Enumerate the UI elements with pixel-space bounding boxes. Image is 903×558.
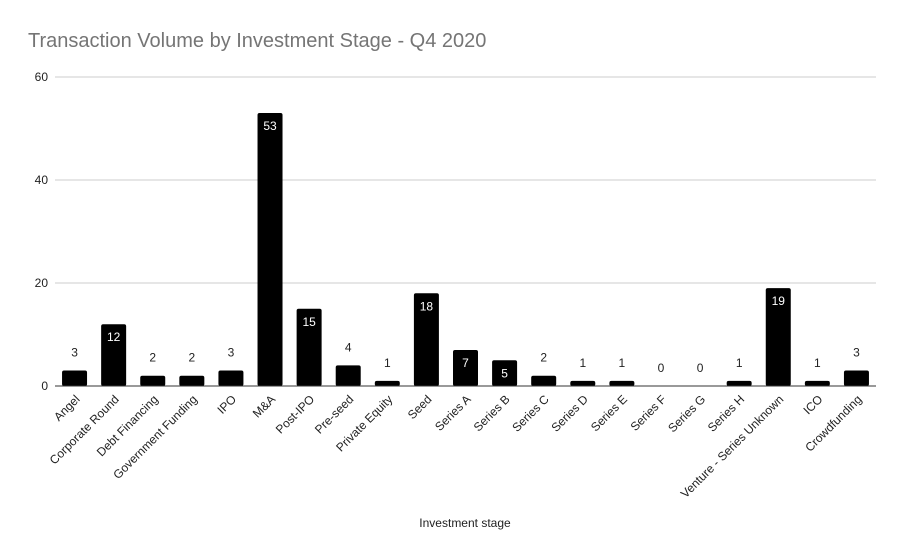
bar: [804, 380, 830, 386]
bar: [726, 380, 752, 386]
x-tick-label: Seed: [405, 392, 435, 422]
data-label: 4: [345, 340, 352, 354]
x-tick-label: Series E: [588, 392, 630, 434]
x-tick-label: Corporate Round: [47, 392, 122, 467]
data-label: 1: [736, 356, 743, 370]
bar: [140, 375, 166, 386]
bar: [335, 365, 361, 386]
data-label: 15: [302, 315, 316, 329]
bars: [62, 113, 869, 387]
data-label: 0: [658, 361, 665, 375]
y-tick-label: 60: [35, 70, 49, 84]
bar: [531, 375, 557, 386]
y-axis-ticks: 0 20 40 60: [35, 70, 49, 393]
data-label: 19: [772, 294, 786, 308]
x-tick-label: Series C: [509, 392, 552, 435]
x-axis-title: Investment stage: [419, 516, 511, 530]
x-tick-label: Series A: [432, 392, 474, 434]
bar: [843, 370, 869, 386]
bar: [218, 370, 244, 386]
x-tick-label: Angel: [51, 392, 83, 424]
bar: [570, 380, 596, 386]
bar: [609, 380, 635, 386]
bar: [296, 308, 322, 386]
x-tick-label: Series D: [548, 392, 591, 435]
bar: [62, 370, 88, 386]
bar: [413, 293, 439, 386]
x-tick-label: Series F: [628, 392, 669, 433]
data-label: 7: [462, 356, 469, 370]
chart-title: Transaction Volume by Investment Stage -…: [28, 30, 486, 52]
data-label: 2: [188, 351, 195, 365]
data-label: 1: [619, 356, 626, 370]
data-label: 1: [579, 356, 586, 370]
x-tick-label: ICO: [800, 392, 825, 417]
x-tick-label: Post-IPO: [273, 392, 317, 436]
data-label: 1: [814, 356, 821, 370]
x-tick-label: M&A: [250, 392, 278, 420]
data-label: 2: [540, 351, 547, 365]
data-label: 3: [71, 346, 78, 360]
gridlines: [55, 76, 876, 284]
data-label: 1: [384, 356, 391, 370]
data-label: 18: [420, 299, 434, 313]
y-tick-label: 20: [35, 276, 49, 290]
bar: [101, 324, 127, 386]
data-label: 5: [501, 366, 508, 380]
data-label: 2: [149, 351, 156, 365]
data-label: 12: [107, 330, 121, 344]
x-tick-label: Series B: [471, 392, 513, 434]
data-label: 3: [853, 346, 860, 360]
x-tick-label: IPO: [215, 392, 240, 417]
x-tick-label: Series G: [665, 392, 708, 435]
bar: [257, 113, 283, 387]
data-label: 0: [697, 361, 704, 375]
bar: [374, 380, 400, 386]
data-label: 3: [228, 346, 235, 360]
data-label: 53: [263, 119, 277, 133]
y-tick-label: 0: [41, 379, 48, 393]
bar: [453, 349, 478, 386]
bar: [492, 360, 518, 386]
bar: [179, 375, 205, 386]
data-labels: 3 12 2 2 3 53 15 4 1 18 7 5 2 1 1 0 0 1 19 1 3: [71, 119, 860, 380]
bar: [765, 288, 791, 386]
y-tick-label: 40: [35, 173, 49, 187]
